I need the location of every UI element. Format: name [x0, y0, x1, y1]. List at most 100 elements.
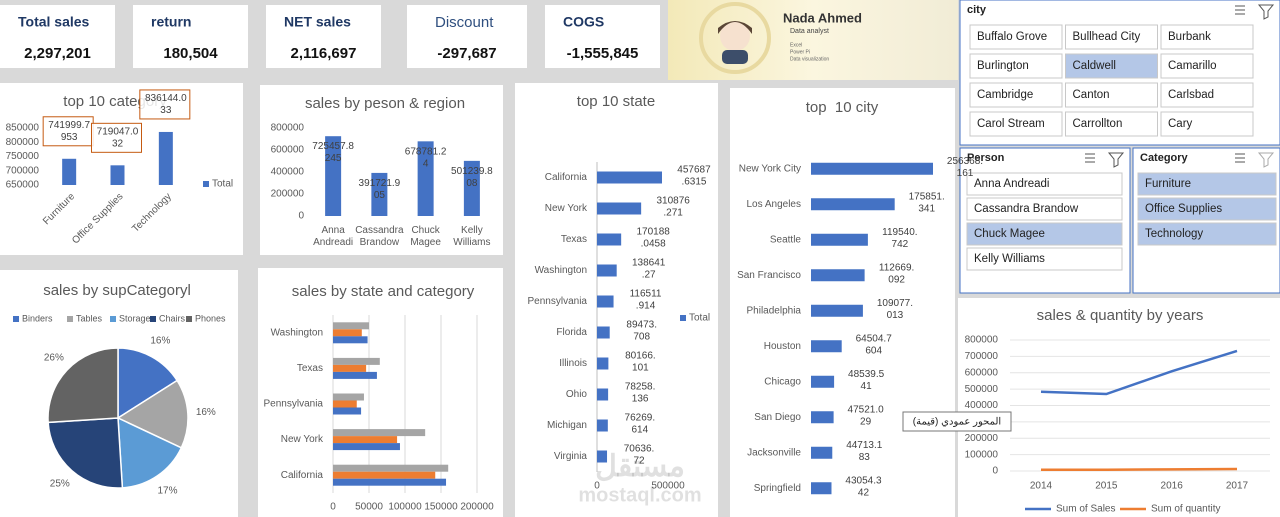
x-tick-label: Chuck Magee	[410, 225, 441, 248]
slicer-item[interactable]	[1160, 53, 1254, 79]
y-tick-label: 500000	[965, 384, 999, 395]
pie-slice	[47, 417, 124, 489]
data-label: 26%	[44, 352, 64, 363]
avatar-ring	[699, 2, 771, 74]
slicer-item[interactable]	[1065, 24, 1158, 50]
bar	[811, 411, 834, 424]
bar	[333, 357, 380, 365]
clear-filter-icon[interactable]	[1257, 4, 1275, 20]
x-tick-label: Anna Andreadi	[313, 225, 353, 248]
bar	[333, 364, 367, 372]
slicer-item[interactable]	[969, 24, 1063, 50]
kpi-value: 2,297,201	[24, 45, 91, 62]
pie-slice	[47, 347, 119, 424]
data-label: 112669. 092	[879, 262, 914, 285]
y-tick-label: Washington	[535, 265, 587, 276]
clear-filter-icon[interactable]	[1107, 152, 1125, 168]
slicer-title: Person	[967, 152, 1005, 164]
data-label: 116511.914	[630, 288, 662, 311]
y-tick-label: Michigan	[547, 420, 587, 431]
bar	[811, 482, 832, 495]
slicer-item-label[interactable]: Cambridge	[977, 89, 1033, 101]
slicer-item[interactable]	[969, 53, 1063, 79]
kpi-label: Total sales	[18, 14, 90, 30]
slicer-item[interactable]	[1160, 24, 1254, 50]
slicer-item[interactable]	[1065, 53, 1158, 79]
legend-swatch	[203, 181, 209, 187]
tooltip-box	[902, 411, 1012, 432]
slicer-item[interactable]	[1065, 82, 1158, 108]
bar	[597, 171, 662, 184]
slicer-item[interactable]	[966, 247, 1123, 271]
slicer-item-label[interactable]: Bullhead City	[1073, 31, 1141, 43]
slicer-item[interactable]	[966, 172, 1123, 196]
avatar-body	[722, 50, 748, 64]
slicer-item[interactable]	[1160, 82, 1254, 108]
chart-panel	[515, 83, 718, 517]
data-label: 17%	[157, 485, 177, 496]
slicer-item[interactable]	[1137, 172, 1277, 196]
slicer-item-label[interactable]: Chuck Magee	[974, 228, 1045, 240]
bar	[597, 202, 642, 215]
slicer-item-label[interactable]: Buffalo Grove	[977, 31, 1047, 43]
data-label: 741999.7 953	[48, 119, 90, 142]
slicer-item-label[interactable]: Kelly Williams	[974, 253, 1045, 265]
bar	[333, 471, 436, 479]
data-label: 836144.0 33	[145, 93, 187, 116]
data-label: 109077. 013	[877, 297, 913, 320]
slicer-item[interactable]	[969, 82, 1063, 108]
bar	[371, 172, 388, 216]
bar	[597, 326, 610, 339]
kpi-label: Discount	[435, 14, 494, 31]
profile-role: Data analyst	[790, 28, 829, 35]
slicer-item[interactable]	[1137, 222, 1277, 246]
bar	[811, 269, 865, 282]
data-label: 678781.2 4	[405, 146, 447, 169]
slicer-item-label[interactable]: Burlington	[977, 60, 1029, 72]
slicer-item[interactable]	[1137, 197, 1277, 221]
y-tick-label: Florida	[556, 327, 587, 338]
slicer-item-label[interactable]: Cassandra Brandow	[974, 203, 1079, 215]
slicer-item-label[interactable]: Anna Andreadi	[974, 178, 1049, 190]
bar	[333, 478, 447, 486]
bar	[158, 131, 173, 185]
slicer-item[interactable]	[1065, 111, 1158, 137]
slicer-item-label[interactable]: Burbank	[1168, 31, 1211, 43]
legend-swatch	[110, 316, 116, 322]
slicer-item-label[interactable]: Carlsbad	[1168, 89, 1214, 101]
bar	[333, 443, 400, 451]
bar	[597, 264, 617, 277]
slicer-item-label[interactable]: Carrollton	[1073, 118, 1123, 130]
legend-swatch	[186, 316, 192, 322]
slicer-item-label[interactable]: Cary	[1168, 118, 1193, 130]
pie-slice	[117, 347, 179, 420]
legend-swatch	[150, 316, 156, 322]
data-label: 76269. 614	[625, 412, 656, 435]
y-tick-label: 850000	[6, 123, 40, 134]
y-tick-label: 700000	[6, 165, 40, 176]
bar	[597, 295, 614, 308]
slicer-item[interactable]	[966, 197, 1123, 221]
slicer-item-label[interactable]: Caldwell	[1073, 60, 1116, 72]
y-tick-label: 600000	[965, 367, 999, 378]
y-tick-label: 400000	[965, 400, 999, 411]
kpi-card	[266, 5, 381, 68]
slicer-item-label[interactable]: Technology	[1145, 228, 1203, 240]
slicer-item[interactable]	[1160, 111, 1254, 137]
slicer-item-label[interactable]: Furniture	[1145, 178, 1191, 190]
avatar-hair	[718, 21, 752, 34]
legend-label: Sum of Sales	[1056, 504, 1115, 515]
data-label: 391721.9 05	[359, 178, 401, 201]
clear-filter-icon[interactable]	[1257, 152, 1275, 168]
y-tick-label: San Diego	[754, 412, 801, 423]
slicer-item-label[interactable]: Canton	[1073, 89, 1110, 101]
slicer-item[interactable]	[969, 111, 1063, 137]
slicer-item-label[interactable]: Camarillo	[1168, 60, 1217, 72]
slicer-item[interactable]	[966, 222, 1123, 246]
slicer-item-label[interactable]: Carol Stream	[977, 118, 1045, 130]
tooltip: المحور عمودي (قيمة)	[913, 417, 1001, 428]
bar	[811, 446, 833, 459]
slicer-item-label[interactable]: Office Supplies	[1145, 203, 1222, 215]
data-label-box	[91, 122, 142, 153]
kpi-card	[407, 5, 527, 68]
